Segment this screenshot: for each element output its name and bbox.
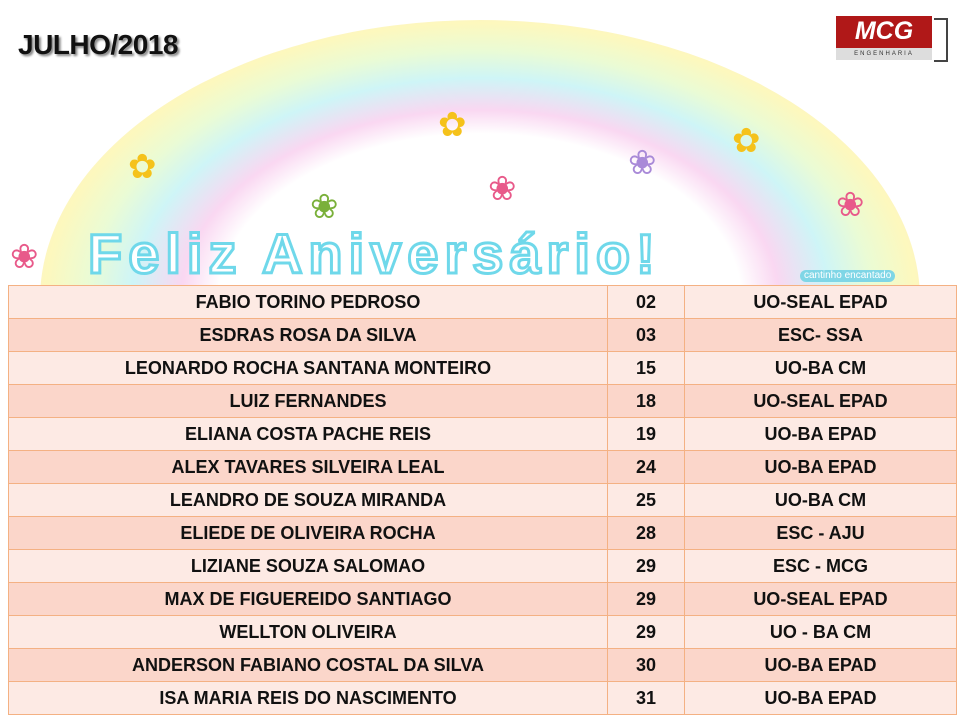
- birthday-day: 24: [607, 450, 685, 484]
- mcg-logo: MCG ENGENHARIA: [836, 16, 950, 62]
- employee-name: ELIANA COSTA PACHE REIS: [8, 417, 608, 451]
- work-unit: UO-BA EPAD: [684, 648, 957, 682]
- flower-icon: ❀: [488, 170, 517, 208]
- table-row: ELIANA COSTA PACHE REIS 19 UO-BA EPAD: [8, 417, 957, 451]
- table-row: MAX DE FIGUEREIDO SANTIAGO 29 UO-SEAL EPAD: [8, 582, 957, 616]
- table-row: LIZIANE SOUZA SALOMAO 29 ESC - MCG: [8, 549, 957, 583]
- table-row: LEANDRO DE SOUZA MIRANDA 25 UO-BA CM: [8, 483, 957, 517]
- page-title: JULHO/2018: [18, 29, 178, 60]
- book-icon: [934, 18, 948, 62]
- work-unit: UO - BA CM: [684, 615, 957, 649]
- work-unit: UO-BA EPAD: [684, 417, 957, 451]
- employee-name: ELIEDE DE OLIVEIRA ROCHA: [8, 516, 608, 550]
- work-unit: UO-SEAL EPAD: [684, 582, 957, 616]
- work-unit: ESC - AJU: [684, 516, 957, 550]
- logo-subtext: ENGENHARIA: [836, 48, 932, 60]
- employee-name: ALEX TAVARES SILVEIRA LEAL: [8, 450, 608, 484]
- flower-icon: ❀: [10, 238, 39, 276]
- employee-name: ISA MARIA REIS DO NASCIMENTO: [8, 681, 608, 715]
- birthday-day: 28: [607, 516, 685, 550]
- flower-icon: ❀: [628, 144, 657, 182]
- butterfly-icon: ✿: [128, 148, 157, 186]
- birthday-day: 02: [607, 285, 685, 319]
- logo-text: MCG: [854, 17, 914, 45]
- birthday-day: 30: [607, 648, 685, 682]
- birthday-day: 29: [607, 582, 685, 616]
- butterfly-icon: ✿: [438, 106, 467, 144]
- table-row: WELLTON OLIVEIRA 29 UO - BA CM: [8, 615, 957, 649]
- work-unit: UO-BA CM: [684, 483, 957, 517]
- birthday-day: 19: [607, 417, 685, 451]
- work-unit: ESC- SSA: [684, 318, 957, 352]
- employee-name: ESDRAS ROSA DA SILVA: [8, 318, 608, 352]
- employee-name: LEANDRO DE SOUZA MIRANDA: [8, 483, 608, 517]
- birthday-banner: Feliz Aniversário!: [87, 222, 661, 285]
- flower-icon: ❀: [310, 188, 339, 226]
- table-row: FABIO TORINO PEDROSO 02 UO-SEAL EPAD: [8, 285, 957, 319]
- work-unit: UO-SEAL EPAD: [684, 384, 957, 418]
- employee-name: LIZIANE SOUZA SALOMAO: [8, 549, 608, 583]
- birthday-day: 31: [607, 681, 685, 715]
- work-unit: UO-BA EPAD: [684, 450, 957, 484]
- butterfly-icon: ✿: [732, 122, 761, 160]
- work-unit: UO-BA CM: [684, 351, 957, 385]
- birthday-day: 29: [607, 615, 685, 649]
- employee-name: ANDERSON FABIANO COSTAL DA SILVA: [8, 648, 608, 682]
- employee-name: FABIO TORINO PEDROSO: [8, 285, 608, 319]
- table-row: ELIEDE DE OLIVEIRA ROCHA 28 ESC - AJU: [8, 516, 957, 550]
- table-row: ANDERSON FABIANO COSTAL DA SILVA 30 UO-BA …: [8, 648, 957, 682]
- employee-name: LUIZ FERNANDES: [8, 384, 608, 418]
- work-unit: ESC - MCG: [684, 549, 957, 583]
- table-row: ISA MARIA REIS DO NASCIMENTO 31 UO-BA EPAD: [8, 681, 957, 715]
- birthday-day: 18: [607, 384, 685, 418]
- birthday-day: 29: [607, 549, 685, 583]
- birthday-day: 15: [607, 351, 685, 385]
- table-row: LEONARDO ROCHA SANTANA MONTEIRO 15 UO-BA C…: [8, 351, 957, 385]
- employee-name: LEONARDO ROCHA SANTANA MONTEIRO: [8, 351, 608, 385]
- work-unit: UO-BA EPAD: [684, 681, 957, 715]
- birthday-table: FABIO TORINO PEDROSO 02 UO-SEAL EPAD ESDRAS…: [8, 285, 957, 715]
- table-row: LUIZ FERNANDES 18 UO-SEAL EPAD: [8, 384, 957, 418]
- birthday-day: 25: [607, 483, 685, 517]
- banner-credit: cantinho encantado: [800, 270, 896, 282]
- birthday-day: 03: [607, 318, 685, 352]
- employee-name: MAX DE FIGUEREIDO SANTIAGO: [8, 582, 608, 616]
- employee-name: WELLTON OLIVEIRA: [8, 615, 608, 649]
- flower-icon: ❀: [836, 186, 865, 224]
- table-row: ALEX TAVARES SILVEIRA LEAL 24 UO-BA EPAD: [8, 450, 957, 484]
- table-row: ESDRAS ROSA DA SILVA 03 ESC- SSA: [8, 318, 957, 352]
- work-unit: UO-SEAL EPAD: [684, 285, 957, 319]
